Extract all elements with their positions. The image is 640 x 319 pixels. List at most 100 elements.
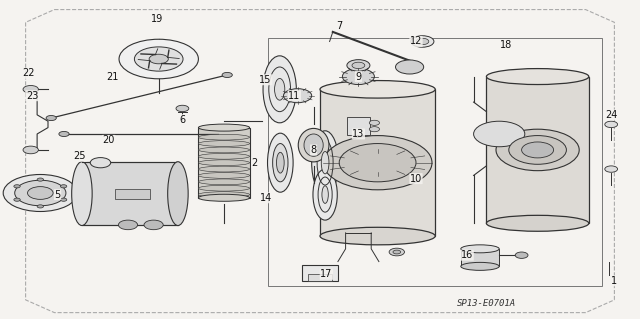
Circle shape <box>134 47 183 71</box>
Ellipse shape <box>461 262 499 270</box>
Circle shape <box>14 185 20 188</box>
Text: 23: 23 <box>26 91 38 101</box>
Ellipse shape <box>198 160 250 166</box>
Ellipse shape <box>72 162 92 226</box>
Ellipse shape <box>263 56 296 123</box>
Bar <box>461 249 499 266</box>
Ellipse shape <box>198 147 250 153</box>
Text: 2: 2 <box>252 158 258 168</box>
Ellipse shape <box>198 166 250 172</box>
Circle shape <box>144 220 163 230</box>
Circle shape <box>515 252 528 258</box>
Text: 24: 24 <box>605 110 618 120</box>
Circle shape <box>15 180 66 206</box>
Ellipse shape <box>320 227 435 245</box>
Circle shape <box>23 85 38 93</box>
Text: 12: 12 <box>410 36 422 47</box>
Text: 14: 14 <box>259 193 272 203</box>
Text: 10: 10 <box>410 174 422 184</box>
Ellipse shape <box>276 152 284 173</box>
Bar <box>486 77 589 223</box>
Bar <box>198 128 250 198</box>
Text: 22: 22 <box>22 68 35 78</box>
Circle shape <box>342 69 374 85</box>
Text: 16: 16 <box>461 250 474 260</box>
Circle shape <box>23 146 38 154</box>
Circle shape <box>222 72 232 78</box>
Ellipse shape <box>198 185 250 191</box>
Text: 11: 11 <box>288 91 301 101</box>
Circle shape <box>118 220 138 230</box>
Circle shape <box>339 144 416 182</box>
Circle shape <box>369 120 380 125</box>
Ellipse shape <box>198 134 250 140</box>
Circle shape <box>605 121 618 128</box>
Circle shape <box>347 60 370 71</box>
Circle shape <box>3 174 77 211</box>
Circle shape <box>149 54 168 64</box>
Text: 13: 13 <box>352 129 365 139</box>
Bar <box>115 189 150 199</box>
Bar <box>347 117 370 135</box>
Bar <box>82 162 178 225</box>
Circle shape <box>522 142 554 158</box>
Circle shape <box>509 136 566 164</box>
Ellipse shape <box>273 144 288 182</box>
Text: 8: 8 <box>310 145 317 155</box>
Circle shape <box>119 39 198 79</box>
Circle shape <box>416 38 429 45</box>
Ellipse shape <box>298 128 329 162</box>
Ellipse shape <box>198 141 250 146</box>
Circle shape <box>411 36 434 47</box>
Ellipse shape <box>322 186 328 204</box>
Circle shape <box>60 185 67 188</box>
Text: 21: 21 <box>106 71 118 82</box>
Circle shape <box>496 129 579 171</box>
Ellipse shape <box>198 153 250 159</box>
Text: 18: 18 <box>499 40 512 50</box>
Ellipse shape <box>198 124 250 131</box>
Text: 15: 15 <box>259 75 272 85</box>
Circle shape <box>369 127 380 132</box>
Ellipse shape <box>268 133 293 192</box>
Text: 7: 7 <box>336 20 342 31</box>
Circle shape <box>28 187 53 199</box>
Circle shape <box>176 105 189 112</box>
Ellipse shape <box>304 134 323 156</box>
Circle shape <box>37 178 44 181</box>
Ellipse shape <box>168 162 188 226</box>
Ellipse shape <box>486 215 589 231</box>
Circle shape <box>14 198 20 201</box>
Text: 17: 17 <box>320 269 333 279</box>
Circle shape <box>323 136 432 190</box>
Circle shape <box>474 121 525 147</box>
Circle shape <box>284 89 312 103</box>
Ellipse shape <box>321 152 329 174</box>
Circle shape <box>90 158 111 168</box>
Circle shape <box>46 115 56 121</box>
Circle shape <box>605 166 618 172</box>
Circle shape <box>59 131 69 137</box>
Bar <box>268 38 602 286</box>
Text: 5: 5 <box>54 189 61 200</box>
Circle shape <box>393 250 401 254</box>
Ellipse shape <box>461 245 499 253</box>
Ellipse shape <box>320 81 435 98</box>
Circle shape <box>396 60 424 74</box>
Circle shape <box>37 205 44 208</box>
Ellipse shape <box>198 173 250 178</box>
Text: 9: 9 <box>355 71 362 82</box>
Text: 25: 25 <box>74 151 86 161</box>
Ellipse shape <box>313 169 337 220</box>
Circle shape <box>60 198 67 201</box>
Text: 19: 19 <box>150 14 163 24</box>
Circle shape <box>352 62 365 69</box>
Text: SP13-E0701A: SP13-E0701A <box>457 299 516 308</box>
Text: 20: 20 <box>102 135 115 145</box>
Ellipse shape <box>198 194 250 201</box>
Bar <box>320 89 435 236</box>
Ellipse shape <box>198 192 250 197</box>
Ellipse shape <box>198 179 250 185</box>
Circle shape <box>389 248 404 256</box>
Bar <box>302 265 338 281</box>
